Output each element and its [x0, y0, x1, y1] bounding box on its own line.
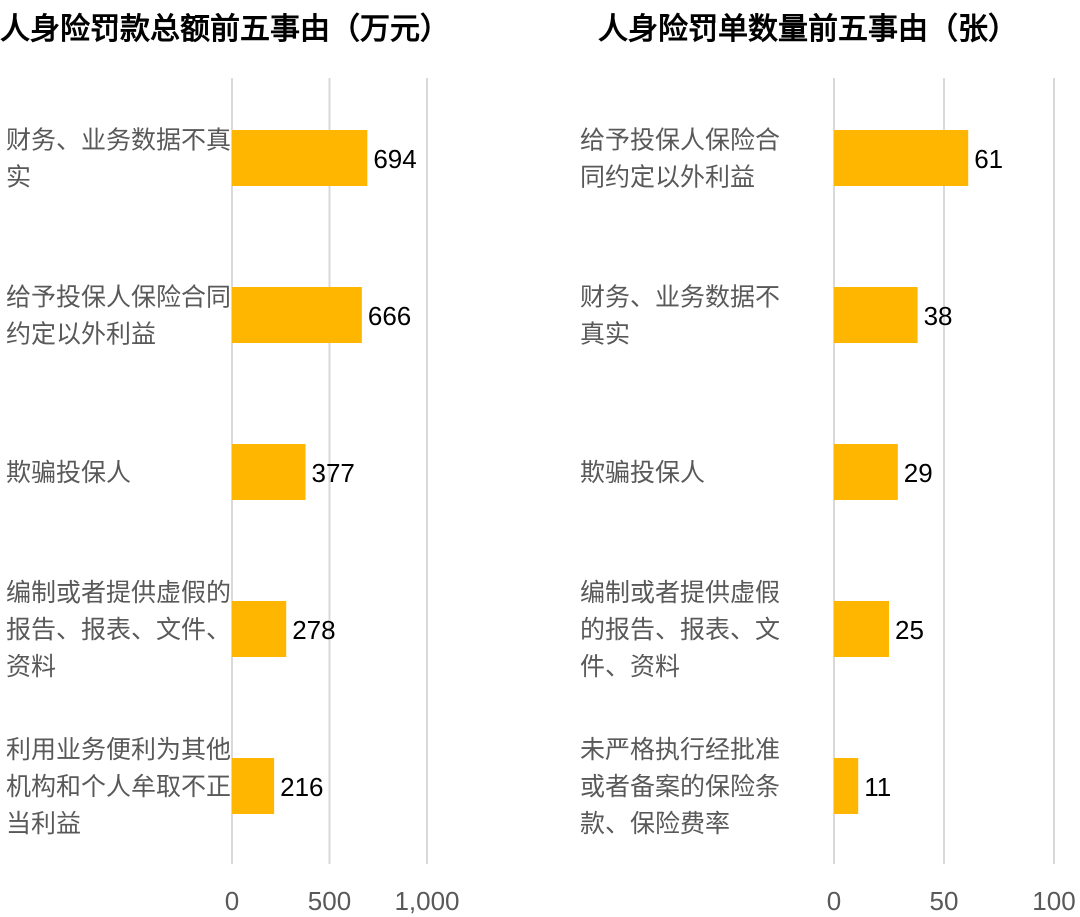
bar	[834, 444, 898, 500]
x-tick-label: 50	[930, 886, 959, 916]
bar	[834, 601, 889, 657]
category-label: 编制或者提供虚假的报告、报表、文件、资料	[580, 578, 780, 681]
category-label: 利用业务便利为其他机构和个人牟取不正当利益	[6, 735, 231, 838]
data-label: 694	[373, 144, 416, 174]
data-label: 25	[895, 615, 924, 645]
ticket-count-chart: 0 50 100 61 给予投保人保险合同约定以外利益 38 财务、业务数据不真实 29 欺骗投…	[580, 78, 1076, 916]
x-tick-label: 100	[1032, 886, 1075, 916]
data-label: 377	[312, 458, 355, 488]
category-label: 欺骗投保人	[6, 458, 131, 487]
data-label: 29	[904, 458, 933, 488]
x-tick-label: 1,000	[394, 886, 459, 916]
bar	[232, 130, 368, 186]
bar	[232, 601, 287, 657]
data-label: 11	[864, 772, 891, 802]
bar	[834, 130, 969, 186]
category-label: 编制或者提供虚假的报告、报表、文件、资料	[6, 578, 231, 681]
category-label: 给予投保人保险合同约定以外利益	[580, 126, 780, 192]
category-label: 未严格执行经批准或者备案的保险条款、保险费率	[580, 735, 780, 838]
bar	[834, 758, 859, 814]
bar	[232, 758, 275, 814]
fine-amount-panel: 人身险罚款总额前五事由（万元） 0 500 1,000 694 财务、业务数据不真实 66…	[0, 0, 520, 917]
ticket-count-panel: 人身险罚单数量前五事由（张） 0 50 100 61 给予投保人保险合同约定以外利益 38…	[580, 0, 1080, 917]
bar	[232, 287, 362, 343]
chart-title: 人身险罚单数量前五事由（张）	[598, 12, 1018, 47]
category-label: 欺骗投保人	[580, 458, 705, 487]
data-label: 278	[292, 615, 335, 645]
fine-amount-chart: 0 500 1,000 694 财务、业务数据不真实 666 给予投保人保险合同约定以外利益…	[6, 78, 460, 916]
data-label: 666	[368, 301, 411, 331]
data-label: 38	[924, 301, 953, 331]
data-label: 61	[974, 144, 1003, 174]
bar	[834, 287, 918, 343]
x-tick-label: 0	[225, 886, 239, 916]
x-tick-label: 500	[308, 886, 351, 916]
category-label: 财务、业务数据不真实	[580, 283, 780, 349]
chart-title: 人身险罚款总额前五事由（万元）	[0, 12, 450, 47]
bar	[232, 444, 306, 500]
category-label: 财务、业务数据不真实	[6, 126, 231, 192]
category-label: 给予投保人保险合同约定以外利益	[6, 283, 231, 349]
x-tick-label: 0	[827, 886, 841, 916]
data-label: 216	[280, 772, 323, 802]
